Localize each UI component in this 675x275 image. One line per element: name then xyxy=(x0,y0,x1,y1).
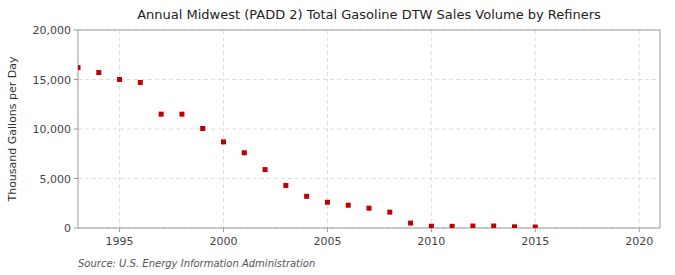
title: Annual Midwest (PADD 2) Total Gasoline D… xyxy=(137,7,601,22)
point xyxy=(429,224,434,228)
x-grid-line xyxy=(535,30,536,228)
y-tick xyxy=(74,79,78,80)
y-tick-label: 5,000 xyxy=(40,173,72,186)
x-tick-label: 2015 xyxy=(521,235,549,248)
x-tick-label: 2000 xyxy=(210,235,238,248)
point xyxy=(117,77,122,82)
point xyxy=(221,139,226,144)
x-tick-label: 2010 xyxy=(417,235,445,248)
point xyxy=(159,112,164,117)
y-tick-label: 10,000 xyxy=(33,123,72,136)
x-tick-label: 2005 xyxy=(313,235,341,248)
x-tick xyxy=(223,228,224,232)
point xyxy=(491,224,496,228)
x-tick xyxy=(639,228,640,232)
x-grid-line xyxy=(327,30,328,228)
x-grid-line xyxy=(639,30,640,228)
y-tick-label: 15,000 xyxy=(33,74,72,87)
y-tick-label: 20,000 xyxy=(33,24,72,37)
y-tick-label: 0 xyxy=(64,222,71,235)
grid xyxy=(78,30,660,228)
y-grid-line xyxy=(78,178,660,179)
x-tick xyxy=(535,228,536,232)
plot-frame xyxy=(78,30,660,228)
y-axis-label: Thousand Gallons per Day xyxy=(6,56,19,203)
x-grid-line xyxy=(223,30,224,228)
data xyxy=(78,65,538,228)
point xyxy=(470,224,475,228)
point xyxy=(408,221,413,226)
y-tick xyxy=(74,30,78,31)
point xyxy=(96,70,101,75)
point xyxy=(283,183,288,188)
point xyxy=(304,194,309,199)
y-grid-line xyxy=(78,129,660,130)
x-tick xyxy=(119,228,120,232)
y-grid-line xyxy=(78,79,660,80)
chart: 0 5,000 10,000 15,000 20,000 1995 2000 2005 2010… xyxy=(0,0,675,275)
point xyxy=(78,65,81,70)
x-tick xyxy=(327,228,328,232)
point xyxy=(533,225,538,228)
point xyxy=(242,150,247,155)
point xyxy=(200,126,205,131)
x-grid-line xyxy=(119,30,120,228)
x-tick-label: 1995 xyxy=(106,235,134,248)
source-note: Source: U.S. Energy Information Administ… xyxy=(78,258,315,269)
point xyxy=(512,224,517,228)
point xyxy=(263,167,268,172)
point xyxy=(450,224,455,228)
y-tick xyxy=(74,178,78,179)
x-grid-line xyxy=(431,30,432,228)
axes: 0 5,000 10,000 15,000 20,000 1995 2000 2005 2010… xyxy=(33,24,654,248)
point xyxy=(387,210,392,215)
point xyxy=(325,200,330,205)
x-tick xyxy=(431,228,432,232)
y-tick xyxy=(74,129,78,130)
point xyxy=(367,206,372,211)
y-tick xyxy=(74,228,78,229)
point xyxy=(346,203,351,208)
point xyxy=(179,112,184,117)
x-tick-label: 2020 xyxy=(625,235,653,248)
point xyxy=(138,80,143,85)
